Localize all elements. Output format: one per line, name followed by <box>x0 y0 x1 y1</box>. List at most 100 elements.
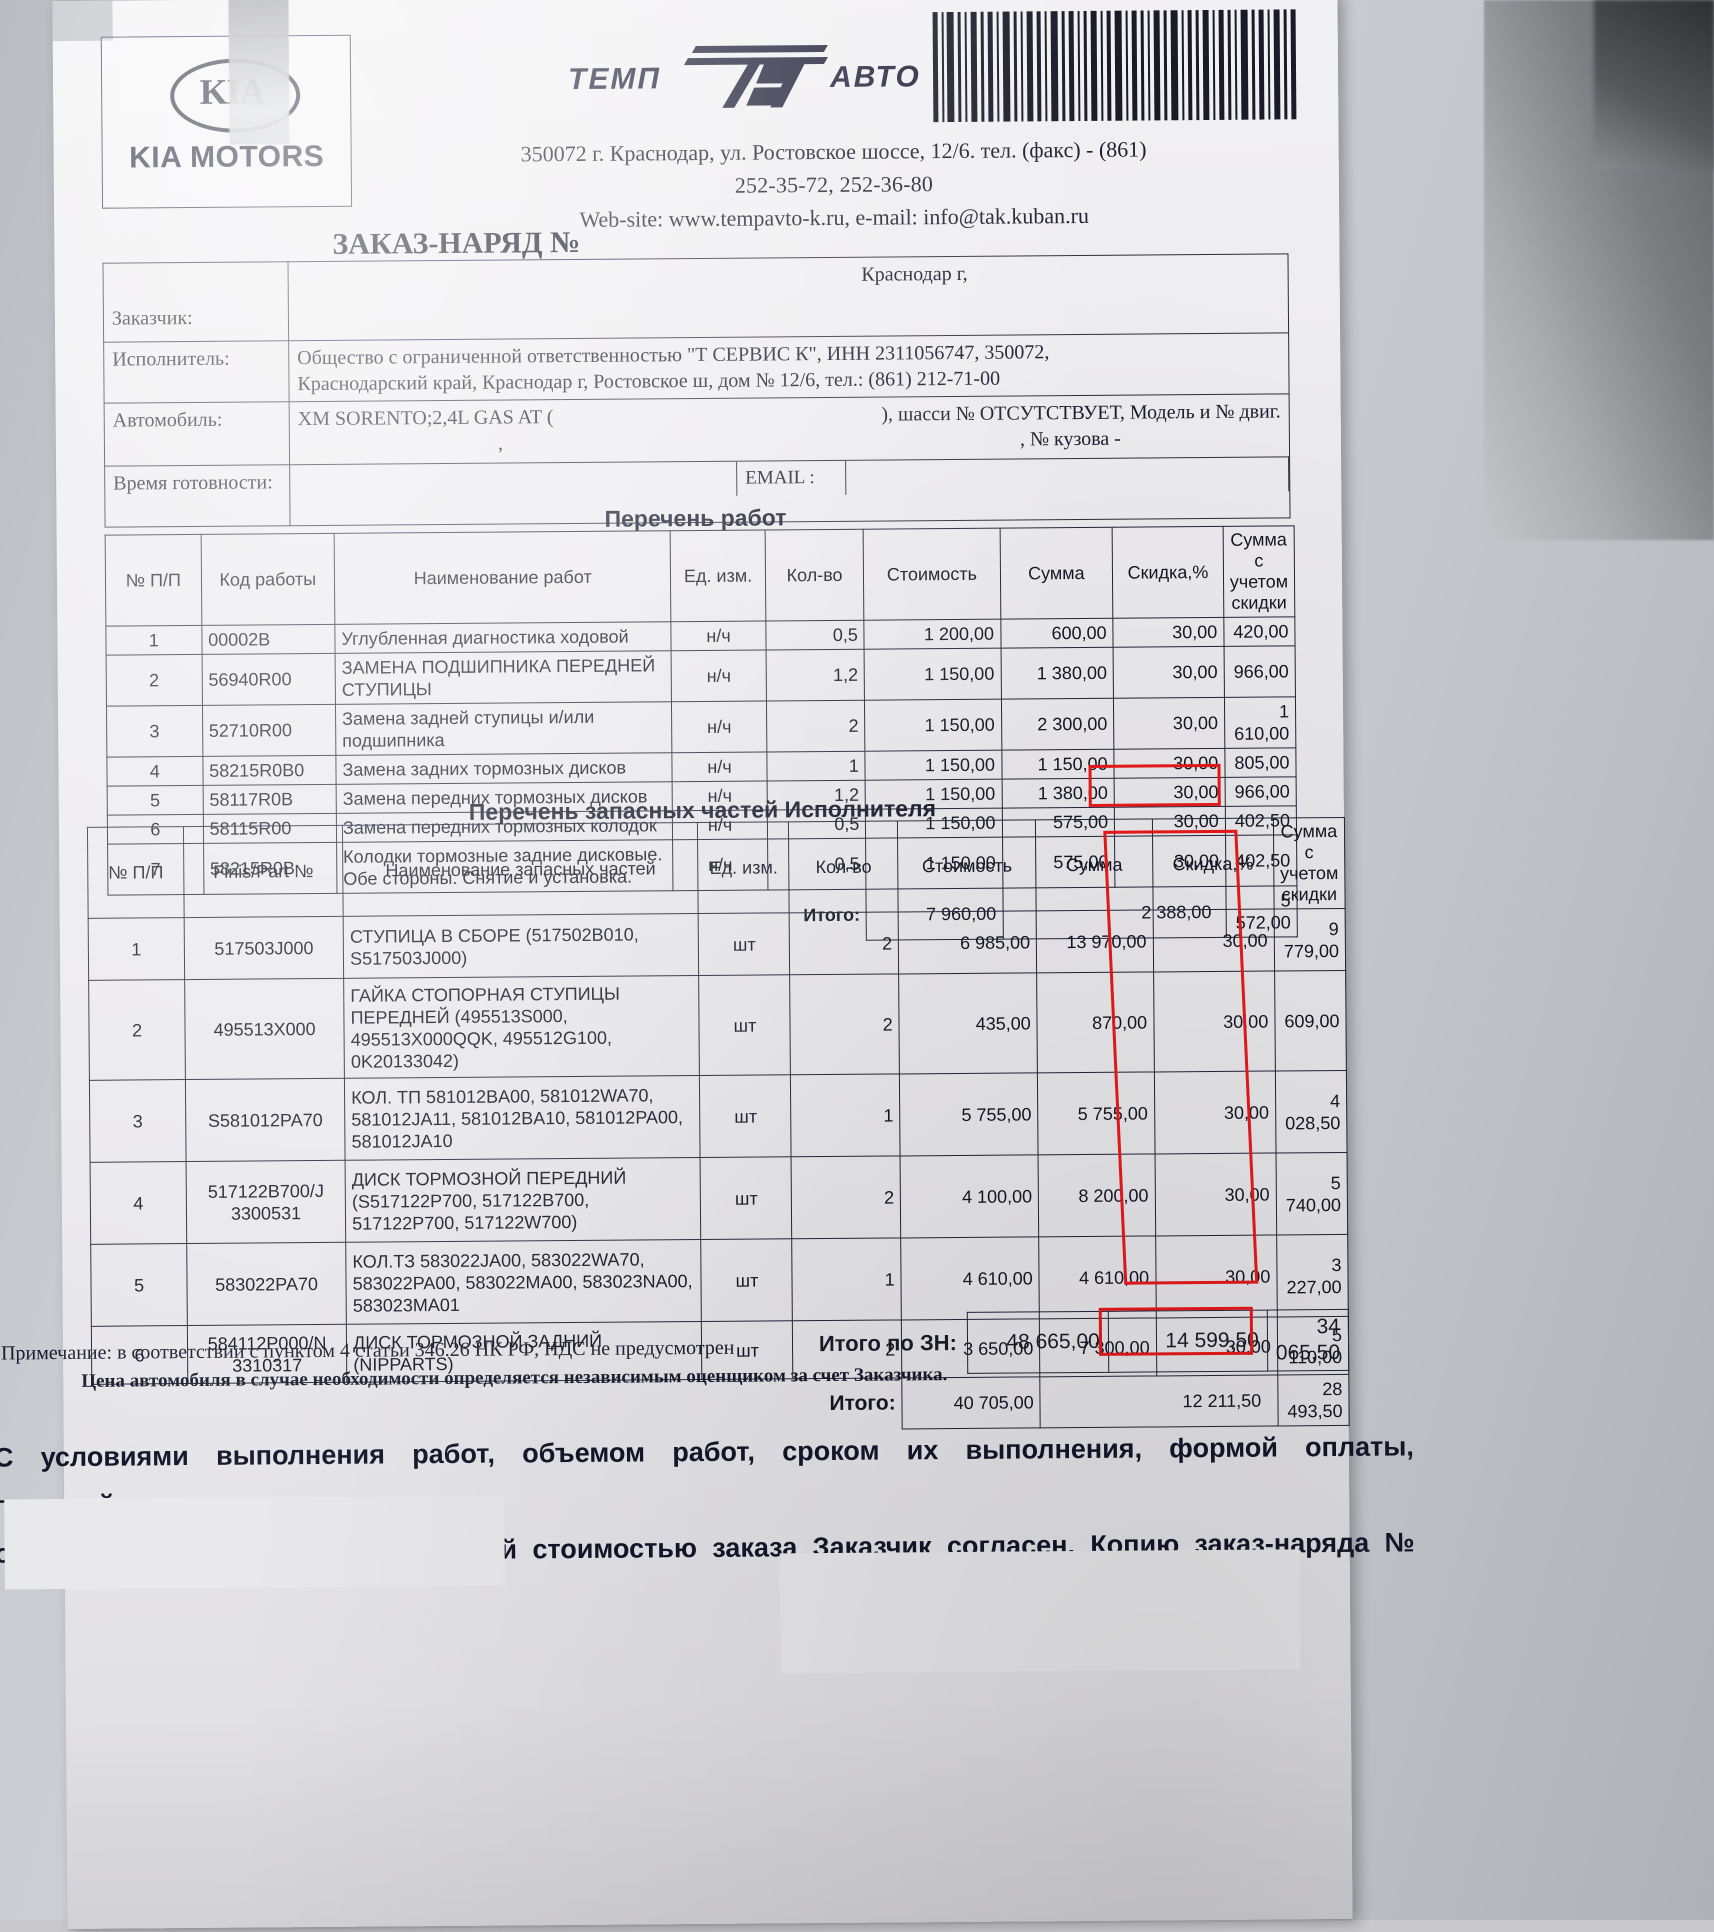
cell-code: 52710R00 <box>202 704 336 757</box>
works-section-caption: Перечень работ <box>604 504 787 532</box>
cell-unit: н/ч <box>671 620 766 651</box>
cell-part: 583022PA70 <box>186 1242 347 1326</box>
barcode <box>932 9 1304 123</box>
desk-dark-object <box>1594 0 1714 170</box>
cell-sum: 5 755,00 <box>1037 1071 1155 1155</box>
cell-price: 1 150,00 <box>864 648 1001 701</box>
tempavto-logo-right: АВТО <box>829 60 921 94</box>
cell-code: 56940R00 <box>201 653 336 706</box>
cell-price: 1 200,00 <box>864 619 1001 650</box>
parts-col-sum: Сумма <box>1035 818 1153 911</box>
cell-qty: 2 <box>790 973 900 1075</box>
cell-qty: 1 <box>790 1073 901 1157</box>
document-sheet: KIA KIA MOTORS ТЕМП АВТО <box>0 0 1415 1932</box>
table-row: 2 56940R00 ЗАМЕНА ПОДШИПНИКА ПЕРЕДНЕЙ СТУП… <box>106 645 1296 707</box>
cell-sum: 1 380,00 <box>1001 778 1115 809</box>
tempavto-mark-icon <box>683 44 828 108</box>
cell-name: Замена задней ступицы и/или подшипника <box>335 701 673 756</box>
cell-price: 4 610,00 <box>900 1236 1040 1320</box>
cell-unit: шт <box>699 1074 792 1158</box>
cell-qty: 2 <box>766 700 866 752</box>
cell-disc: 30,00 <box>1152 909 1275 972</box>
occlusion-patch-right <box>779 1549 1301 1674</box>
cell-sum: 600,00 <box>1000 618 1114 649</box>
cell-sum: 1 380,00 <box>1000 647 1114 700</box>
occlusion-patch-left <box>4 1495 505 1590</box>
cell-no: 4 <box>90 1161 187 1245</box>
info-performer-value: Общество с ограниченной ответственностью… <box>288 332 1290 402</box>
cell-disc: 30,00 <box>1113 646 1225 699</box>
info-car-label: Автомобиль: <box>104 401 290 467</box>
cell-disc: 30,00 <box>1113 697 1225 750</box>
cell-disc: 30,00 <box>1114 748 1225 779</box>
cell-name: Углубленная диагностика ходовой <box>334 621 672 654</box>
cell-name: СТУПИЦА В СБОРЕ (517502B010, S517503J000… <box>343 913 700 979</box>
cell-unit: шт <box>701 1238 793 1322</box>
table-row: 3 52710R00 Замена задней ступицы и/или под… <box>106 696 1296 758</box>
cell-unit: н/ч <box>671 649 767 702</box>
company-address-block: 350072 г. Краснодар, ул. Ростовское шосс… <box>354 131 1315 238</box>
table-row: 4 517122B700/J 3300531 ДИСК ТОРМОЗНОЙ ПЕРЕ… <box>90 1152 1348 1245</box>
parts-total-with-discount: 28 493,50 <box>1277 1374 1350 1426</box>
info-performer-label: Исполнитель: <box>103 340 290 404</box>
works-col-name: Наименование работ <box>334 530 672 625</box>
works-col-total: Сумма с учетом скидки <box>1222 525 1295 618</box>
cell-price: 4 100,00 <box>900 1154 1039 1238</box>
table-row: 2 495513X000 ГАЙКА СТОПОРНАЯ СТУПИЦЫ ПЕРЕД… <box>88 970 1347 1081</box>
cell-total: 609,00 <box>1274 970 1347 1072</box>
car-chassis: ), шасси № ОТСУТСТВУЕТ, Модель и № двиг. <box>881 400 1281 426</box>
document-page: KIA KIA MOTORS ТЕМП АВТО <box>0 0 1415 1932</box>
info-blank-cell <box>103 261 289 302</box>
cell-no: 3 <box>106 705 203 758</box>
cell-total: 805,00 <box>1224 747 1297 778</box>
cell-sum: 870,00 <box>1036 971 1155 1073</box>
cell-total: 5 740,00 <box>1275 1152 1348 1236</box>
kia-motors-wordmark: KIA MOTORS <box>129 139 325 175</box>
works-col-code: Код работы <box>200 533 335 626</box>
table-row-performer: Исполнитель: Общество с ограниченной отв… <box>103 332 1290 404</box>
cell-total: 9 779,00 <box>1273 908 1346 972</box>
cell-unit: шт <box>698 912 791 976</box>
cell-qty: 1 <box>766 751 866 781</box>
cell-no: 1 <box>88 917 185 981</box>
cell-unit: шт <box>700 1156 793 1240</box>
cell-disc: 30,00 <box>1153 971 1276 1072</box>
parts-col-part: Finis/Part № <box>183 825 344 918</box>
parts-col-qty: Кол-во <box>788 820 899 913</box>
cell-no: 2 <box>88 979 186 1081</box>
cell-disc: 30,00 <box>1154 1071 1276 1154</box>
cell-total: 966,00 <box>1224 776 1297 807</box>
cell-name: ЗАМЕНА ПОДШИПНИКА ПЕРЕДНЕЙ СТУПИЦЫ <box>335 650 672 705</box>
cell-disc: 30,00 <box>1114 777 1226 808</box>
cell-name: КОЛ. ТП 581012BA00, 581012WA70, 581012JA… <box>344 1075 701 1161</box>
cell-sum: 8 200,00 <box>1038 1153 1156 1237</box>
info-ready-value[interactable] <box>290 462 737 500</box>
tempavto-logo-left: ТЕМП <box>567 62 662 97</box>
page-bottom-shadow <box>65 1690 1353 1932</box>
cell-qty: 2 <box>791 1155 901 1239</box>
table-row-car: Автомобиль: XM SORENTO;2,4L GAS AT ( ), … <box>104 393 1290 467</box>
cell-sum: 4 610,00 <box>1038 1235 1156 1319</box>
tape-glare-overlay <box>228 0 290 145</box>
cell-price: 5 755,00 <box>899 1072 1039 1156</box>
cell-disc: 30,00 <box>1113 617 1224 648</box>
cell-sum: 2 300,00 <box>1000 698 1115 751</box>
cell-price: 435,00 <box>898 972 1038 1074</box>
cell-qty: 0,5 <box>765 620 865 650</box>
info-email-value[interactable] <box>845 457 1289 495</box>
parts-header-row: № П/П Finis/Part № Наименование запасных… <box>87 817 1346 919</box>
cell-sum: 13 970,00 <box>1036 909 1154 973</box>
cell-name: Замена задних тормозных дисков <box>335 752 673 785</box>
cell-no: 5 <box>90 1243 188 1327</box>
works-header-row: № П/П Код работы Наименование работ Ед. … <box>105 525 1295 627</box>
cell-no: 4 <box>106 756 203 787</box>
works-col-no: № П/П <box>105 534 202 627</box>
parts-col-total: Сумма с учетом скидки <box>1273 817 1346 910</box>
works-col-sum: Сумма <box>999 527 1114 620</box>
cell-part: 517503J000 <box>184 916 344 980</box>
cell-price: 1 150,00 <box>864 699 1002 752</box>
cell-disc: 30,00 <box>1154 1153 1277 1236</box>
cell-no: 1 <box>105 625 202 656</box>
cell-qty: 1 <box>792 1237 902 1321</box>
cell-no: 2 <box>106 654 203 707</box>
